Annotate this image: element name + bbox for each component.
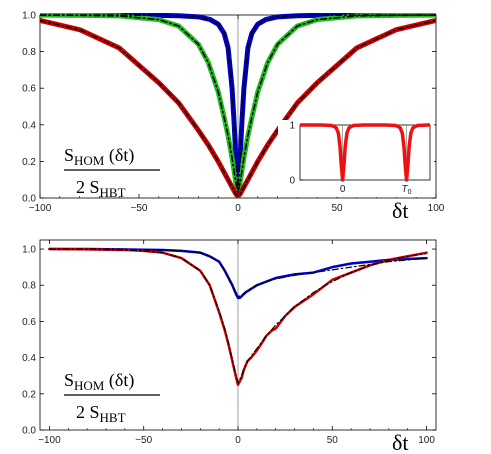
bottom-panel-ylabel: SHOM (δt) 2 SHBT <box>64 370 160 425</box>
bottom-ytick-label: 0.6 <box>22 317 36 328</box>
inset-xtick-label: T0 <box>402 184 412 196</box>
top-ytick-label: 0.6 <box>22 84 36 95</box>
top-ytick-label: 0.2 <box>22 157 36 168</box>
top-panel-ylabel: SHOM (δt) 2 SHBT <box>64 145 160 200</box>
top-xtick-label: −50 <box>131 203 148 214</box>
top-ytick-label: 0.4 <box>22 120 36 131</box>
top-xtick-label: 100 <box>428 203 445 214</box>
bottom-ylabel-denominator: 2 SHBT <box>76 402 126 425</box>
inset-xtick-label: 0 <box>340 184 346 195</box>
bottom-panel: −100 −50 0 50 100 0.0 0.2 0.4 0.6 0.8 1.0 SHOM (δt… <box>22 239 437 454</box>
top-ylabel-denominator: 2 SHBT <box>76 177 126 200</box>
bottom-ytick-label: 0.8 <box>22 281 36 292</box>
top-series-line-3 <box>40 14 436 190</box>
bottom-series-line-2 <box>48 248 428 297</box>
top-xtick-label: 0 <box>235 203 241 214</box>
bottom-xtick-label: 50 <box>327 435 339 446</box>
inset-series <box>300 123 430 182</box>
top-xtick-label: 50 <box>331 203 343 214</box>
top-ytick-label: 0.0 <box>22 194 36 205</box>
top-ytick-label: 0.8 <box>22 47 36 58</box>
top-xtick-label: −100 <box>29 203 52 214</box>
top-ytick-label: 1.0 <box>22 11 36 22</box>
bottom-ytick-label: 0.2 <box>22 389 36 400</box>
top-series-line-4 <box>40 14 436 194</box>
bottom-panel-axes: −100 −50 0 50 100 0.0 0.2 0.4 0.6 0.8 1.0 <box>22 240 436 446</box>
top-series-line-5 <box>40 19 436 197</box>
bottom-ytick-label: 0.0 <box>22 426 36 437</box>
top-ylabel-numerator: SHOM (δt) <box>64 145 134 168</box>
bottom-ylabel-numerator: SHOM (δt) <box>64 370 134 393</box>
bottom-xtick-label: 100 <box>418 435 435 446</box>
bottom-ytick-label: 0.4 <box>22 353 36 364</box>
bottom-panel-xlabel: δt <box>392 430 408 454</box>
bottom-series-line-3 <box>48 248 428 384</box>
bottom-ytick-label: 1.0 <box>22 245 36 256</box>
top-panel-series <box>40 13 436 198</box>
top-panel-inset: 0 T0 0 1 <box>278 120 434 197</box>
bottom-xtick-label: −50 <box>135 435 152 446</box>
bottom-panel-series <box>48 247 428 387</box>
top-panel-xlabel: δt <box>392 198 408 223</box>
inset-ytick-label: 0 <box>289 176 295 187</box>
inset-series-line-0 <box>300 123 430 182</box>
top-panel: −100 −50 0 50 100 0.0 0.2 0.4 0.6 0.8 1.0 0 T0 0 1 SH… <box>22 11 445 224</box>
bottom-xtick-label: −100 <box>38 435 61 446</box>
inset-ytick-label: 1 <box>289 121 295 132</box>
bottom-xtick-label: 0 <box>235 435 241 446</box>
